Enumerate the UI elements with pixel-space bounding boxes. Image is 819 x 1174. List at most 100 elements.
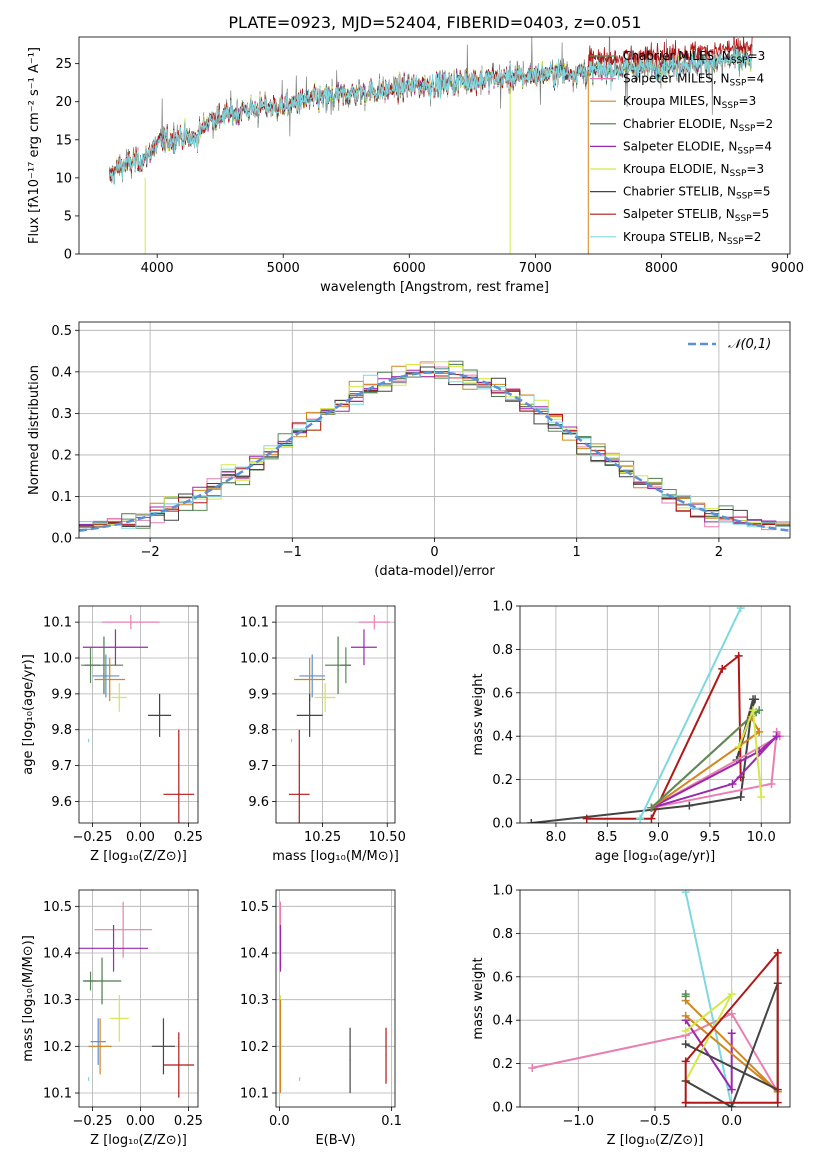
x-tick-label: 0.0 <box>721 1114 742 1129</box>
x-tick-label: 8000 <box>645 261 678 276</box>
weight-series <box>681 890 736 1107</box>
x-tick-label: 5000 <box>267 261 300 276</box>
error-bar-point <box>294 658 326 702</box>
error-bar-point <box>298 1077 301 1081</box>
series-marker <box>727 1103 736 1107</box>
x-axis-label: age [log₁₀(age/yr)] <box>595 849 716 864</box>
plot-mass-vs-Z: −0.25 0.00 0.25 10.1 10.2 10.3 10.4 10.5 Z [log₁… <box>21 889 203 1148</box>
series-marker <box>681 1040 690 1049</box>
y-tick-label: 10.0 <box>240 652 269 667</box>
plot-area <box>276 606 395 823</box>
series-marker <box>681 1098 690 1107</box>
error-bar-point <box>92 654 120 698</box>
y-axis-label: mass weight <box>471 957 486 1039</box>
plot-area <box>276 890 395 1107</box>
plot-area <box>79 322 790 538</box>
error-bar-point <box>314 683 336 712</box>
series-marker <box>727 1029 736 1038</box>
plot-residuals: −2 −1 0 1 2 0.0 0.1 0.2 0.3 0.4 0.5 (data-model)/er… <box>27 321 791 579</box>
y-tick-label: 25 <box>55 57 72 72</box>
y-axis-label: mass [log₁₀(M/M⊙)] <box>21 935 36 1062</box>
legend-label: Chabrier ELODIE, NSSP=2 <box>623 117 773 134</box>
weight-series <box>681 990 690 1001</box>
legend-label: Kroupa ELODIE, NSSP=3 <box>623 162 764 179</box>
y-tick-label: 20 <box>55 95 72 110</box>
y-tick-label: 10 <box>55 171 72 186</box>
series-marker <box>681 1011 690 1020</box>
y-tick-label: 10.5 <box>240 900 269 915</box>
plot-area <box>79 890 198 1107</box>
error-bar-point <box>279 999 282 1093</box>
plot-weight-vs-age: 8.0 8.5 9.0 9.5 10.0 0.0 0.2 0.4 0.6 0.8 1.0 age [l… <box>471 600 791 864</box>
error-bar-point <box>163 729 195 823</box>
y-tick-label: 10.2 <box>240 1040 269 1055</box>
series-marker <box>727 1085 736 1094</box>
series-marker <box>647 803 656 812</box>
weight-series <box>647 706 764 812</box>
error-bar-point <box>358 614 390 630</box>
y-tick-label: 5 <box>64 209 72 224</box>
series-line <box>684 891 733 1107</box>
y-tick-label: 0.4 <box>51 365 72 380</box>
x-tick-label: 9000 <box>771 261 804 276</box>
error-bar-point <box>94 901 152 958</box>
y-tick-label: 10.4 <box>43 947 72 962</box>
y-axis-label: Flux [fλ10⁻¹⁷ erg cm⁻² s⁻¹ A⁻¹] <box>27 47 42 244</box>
y-tick-label: 10.1 <box>43 1087 72 1102</box>
series-marker <box>582 814 591 823</box>
axes-frame <box>275 889 396 1108</box>
series-marker <box>681 1027 690 1036</box>
error-bar-point <box>82 957 122 1005</box>
legend-label: Salpeter MILES, NSSP=4 <box>623 72 764 89</box>
series-marker <box>681 990 690 999</box>
x-tick-label: −2 <box>141 545 160 560</box>
weight-series <box>681 948 782 1107</box>
error-bar-point <box>385 1027 387 1084</box>
y-tick-label: 0.4 <box>492 1014 513 1029</box>
x-tick-label: 1 <box>573 545 581 560</box>
series-marker <box>727 1009 736 1018</box>
error-bar-point <box>163 1032 195 1098</box>
figure-title: PLATE=0923, MJD=52404, FIBERID=0403, z=0… <box>228 13 641 32</box>
series-marker <box>528 1063 537 1072</box>
y-tick-label: 0.1 <box>51 490 72 505</box>
legend-label: Salpeter ELODIE, NSSP=4 <box>623 139 772 156</box>
x-tick-label: 10.50 <box>369 830 406 845</box>
error-bar-point <box>148 693 172 737</box>
y-tick-label: 0.8 <box>492 643 513 658</box>
x-tick-label: 0.00 <box>126 830 155 845</box>
axes-frame <box>519 889 791 1108</box>
error-bar-point <box>94 658 126 702</box>
y-tick-label: 10.1 <box>240 1087 269 1102</box>
series-marker <box>718 664 727 673</box>
error-bar-point <box>296 693 323 737</box>
y-tick-label: 9.9 <box>51 687 72 702</box>
y-tick-label: 10.3 <box>43 993 72 1008</box>
axes-frame <box>78 889 199 1108</box>
x-tick-label: −0.25 <box>73 1114 113 1129</box>
error-bar-point <box>87 1077 90 1081</box>
series-marker <box>527 819 536 823</box>
series-marker <box>685 801 694 810</box>
x-tick-label: −0.25 <box>73 830 113 845</box>
y-tick-label: 0.6 <box>492 686 513 701</box>
error-bar-point <box>87 738 90 743</box>
series-marker <box>734 743 743 752</box>
y-axis-label: mass weight <box>471 673 486 755</box>
x-tick-label: 8.0 <box>546 830 567 845</box>
plot-weight-vs-Z: −1.0 −0.5 0.0 0.0 0.2 0.4 0.6 0.8 1.0 Z [log₁₀(Z/… <box>471 884 791 1148</box>
legend-label: Salpeter STELIB, NSSP=5 <box>623 207 769 224</box>
y-tick-label: 0 <box>64 248 72 263</box>
legend-label: Chabrier STELIB, NSSP=5 <box>623 185 771 202</box>
y-tick-label: 9.7 <box>51 759 72 774</box>
x-axis-label: E(B-V) <box>315 1133 355 1148</box>
plot-area <box>79 606 198 823</box>
y-axis-label: age [log₁₀(age/yr)] <box>21 654 36 775</box>
y-tick-label: 9.8 <box>51 723 72 738</box>
y-tick-label: 15 <box>55 133 72 148</box>
x-tick-label: 10.25 <box>304 830 341 845</box>
series-marker <box>751 695 760 704</box>
x-axis-label: Z [log₁₀(Z/Z⊙)] <box>90 1133 187 1148</box>
y-tick-label: 9.6 <box>51 795 72 810</box>
legend-label: Kroupa MILES, NSSP=3 <box>623 94 756 111</box>
